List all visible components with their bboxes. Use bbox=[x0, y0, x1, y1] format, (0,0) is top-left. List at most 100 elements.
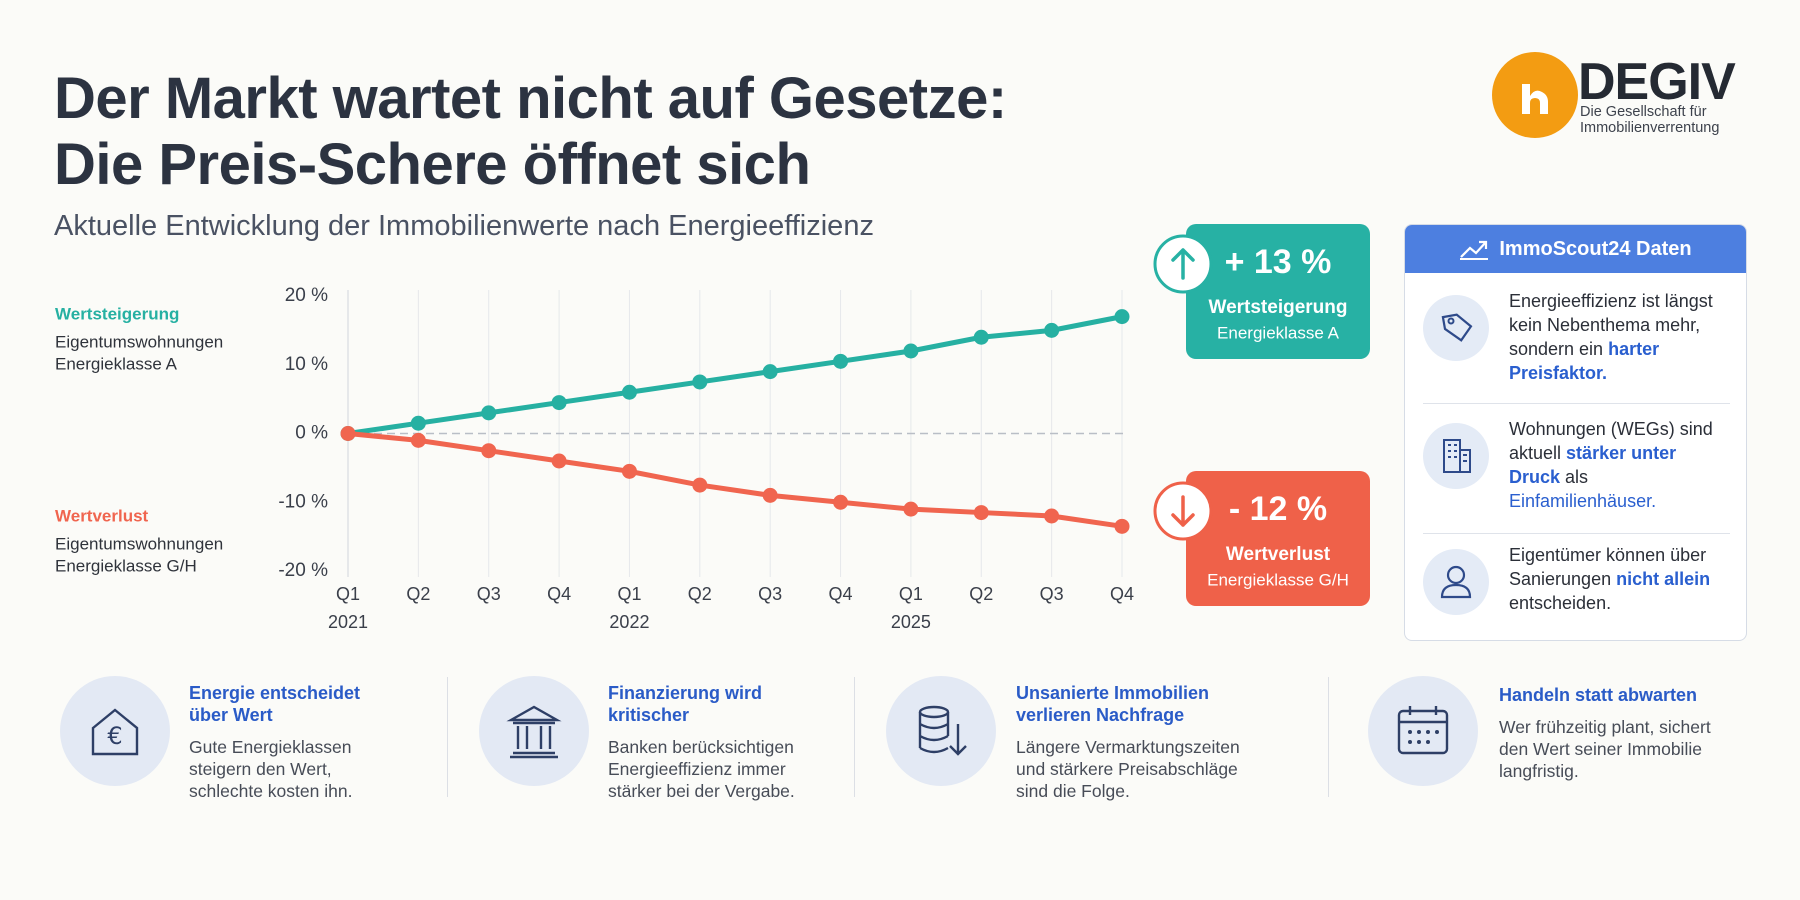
x-tick-label: Q1 bbox=[899, 584, 923, 604]
data-point bbox=[1114, 309, 1130, 325]
panel-title: ImmoScout24 Daten bbox=[1499, 237, 1692, 260]
data-point bbox=[903, 343, 919, 359]
data-point bbox=[481, 405, 497, 421]
text-segment: nicht allein bbox=[1616, 569, 1711, 589]
feature-title: Finanzierung wird kritischer bbox=[608, 683, 763, 725]
legend-description: Eigentumswohnungen bbox=[55, 534, 223, 553]
x-tick-label: Q3 bbox=[477, 584, 501, 604]
building-icon bbox=[1443, 439, 1471, 473]
separator bbox=[1423, 403, 1730, 404]
series-line bbox=[347, 314, 1123, 436]
text-segment: Wohnungen (WEGs) sind aktuell bbox=[1509, 419, 1713, 463]
x-tick-label: Q1 bbox=[617, 584, 641, 604]
svg-text:€: € bbox=[107, 722, 122, 750]
y-tick-label: -10 % bbox=[278, 491, 328, 512]
y-tick-label: 20 % bbox=[285, 285, 328, 306]
x-tick-label: Q1 bbox=[336, 584, 360, 604]
y-tick-label: -20 % bbox=[278, 560, 328, 581]
panel-item: Eigentümer können über Sanierungen nicht… bbox=[1423, 531, 1731, 640]
x-tick-label: Q2 bbox=[688, 584, 712, 604]
callout-title: Wertsteigerung bbox=[1208, 297, 1347, 318]
house-euro-icon: € bbox=[91, 708, 139, 756]
data-point bbox=[833, 353, 849, 369]
feature-title: Unsanierte Immobilien verlieren Nachfrag… bbox=[1016, 683, 1210, 725]
callout-subtitle: Energieklasse G/H bbox=[1207, 570, 1349, 589]
divider bbox=[1328, 677, 1329, 797]
text-segment: stärker unter Druck bbox=[1509, 443, 1677, 487]
text-segment: Energieeffizienz ist längst kein Nebenth… bbox=[1509, 291, 1713, 359]
callout-subtitle: Energieklasse A bbox=[1217, 323, 1340, 342]
calendar-icon bbox=[1397, 706, 1449, 755]
panel-header: ImmoScout24 Daten bbox=[1405, 225, 1746, 273]
callout-arrow bbox=[1171, 495, 1195, 527]
data-point bbox=[973, 505, 989, 521]
x-group-label: 2021 bbox=[328, 612, 368, 632]
logo-icon bbox=[1492, 52, 1578, 138]
tag-icon bbox=[1441, 313, 1473, 342]
text-segment: als bbox=[1560, 467, 1589, 487]
x-tick-label: Q3 bbox=[1040, 584, 1064, 604]
separator bbox=[1423, 533, 1730, 534]
data-point bbox=[762, 487, 778, 503]
feature: Energie entscheidet über Wert Gute Energi… bbox=[189, 682, 404, 802]
data-point bbox=[410, 415, 426, 431]
feature-title: Energie entscheidet über Wert bbox=[189, 683, 361, 725]
chart: Q1 2021 Q2 Q3 Q4 Q1 2022 Q2 Q3 Q4 Q1 2025 Q2 Q3 Q4 -20 … bbox=[55, 224, 1370, 632]
panel-item: Energieeffizienz ist längst kein Nebenth… bbox=[1423, 277, 1730, 399]
data-point bbox=[621, 463, 637, 479]
logo-tagline-line: Die Gesellschaft für bbox=[1580, 104, 1707, 120]
x-tick-label: Q4 bbox=[829, 584, 853, 604]
y-tick-label: 10 % bbox=[285, 354, 328, 375]
logo-name: DEGIV bbox=[1578, 53, 1736, 111]
title-line: Die Preis-Schere öffnet sich bbox=[54, 132, 811, 197]
legend-description: Eigentumswohnungen bbox=[55, 332, 223, 351]
x-tick-label: Q3 bbox=[758, 584, 782, 604]
data-point bbox=[1114, 518, 1130, 534]
x-group-label: 2022 bbox=[609, 612, 649, 632]
text-segment: entscheiden. bbox=[1509, 593, 1612, 613]
data-point bbox=[551, 395, 567, 411]
item-icon bbox=[1423, 549, 1489, 615]
info-panel: ImmoScout24 Daten Energieeffizienz ist l… bbox=[1404, 224, 1747, 641]
item-icon bbox=[1423, 295, 1489, 361]
feature: Finanzierung wird kritischer Banken berüc… bbox=[608, 682, 823, 802]
feature-text: Gute Energieklassen steigern den Wert, s… bbox=[189, 737, 353, 801]
data-point bbox=[692, 374, 708, 390]
feature-title: Handeln statt abwarten bbox=[1499, 685, 1698, 705]
callout-value: - 12 % bbox=[1229, 490, 1327, 528]
divider bbox=[854, 677, 855, 797]
text-segment: Einfamilienhäuser. bbox=[1509, 491, 1657, 511]
y-tick-label: 0 % bbox=[295, 423, 328, 444]
data-point bbox=[481, 443, 497, 459]
data-point bbox=[1044, 508, 1060, 524]
callout-value: + 13 % bbox=[1225, 243, 1332, 281]
feature-icon: € bbox=[60, 676, 170, 786]
item-icon bbox=[1423, 423, 1489, 489]
data-point bbox=[762, 364, 778, 380]
legend-description: Energieklasse G/H bbox=[55, 556, 197, 575]
x-group-label: 2025 bbox=[891, 612, 931, 632]
data-point bbox=[692, 477, 708, 493]
data-point bbox=[551, 453, 567, 469]
item-text: Wohnungen (WEGs) sind aktuell stärker un… bbox=[1509, 417, 1731, 513]
data-point bbox=[1044, 322, 1060, 338]
title-line: Der Markt wartet nicht auf Gesetze: bbox=[54, 66, 1007, 131]
text-segment: Eigentümer können über Sanierungen bbox=[1509, 545, 1707, 589]
feature: Unsanierte Immobilien verlieren Nachfrag… bbox=[1016, 682, 1266, 802]
feature: Handeln statt abwarten Wer frühzeitig pla… bbox=[1499, 684, 1739, 782]
subtitle: Aktuelle Entwicklung der Immobilienwerte… bbox=[54, 210, 874, 242]
legend-description: Energieklasse A bbox=[55, 354, 178, 373]
item-text: Eigentümer können über Sanierungen nicht… bbox=[1509, 543, 1731, 615]
panel-header-icon bbox=[1460, 240, 1489, 260]
coins-icon bbox=[918, 705, 967, 756]
callout-box bbox=[1186, 224, 1370, 359]
legend-name: Wertverlust bbox=[55, 506, 149, 525]
legend-name: Wertsteigerung bbox=[55, 304, 179, 323]
data-point bbox=[973, 329, 989, 345]
panel-item: Wohnungen (WEGs) sind aktuell stärker un… bbox=[1423, 405, 1730, 527]
divider bbox=[447, 677, 448, 797]
series-line bbox=[347, 431, 1123, 529]
x-tick-label: Q4 bbox=[1110, 584, 1134, 604]
x-tick-label: Q2 bbox=[406, 584, 430, 604]
